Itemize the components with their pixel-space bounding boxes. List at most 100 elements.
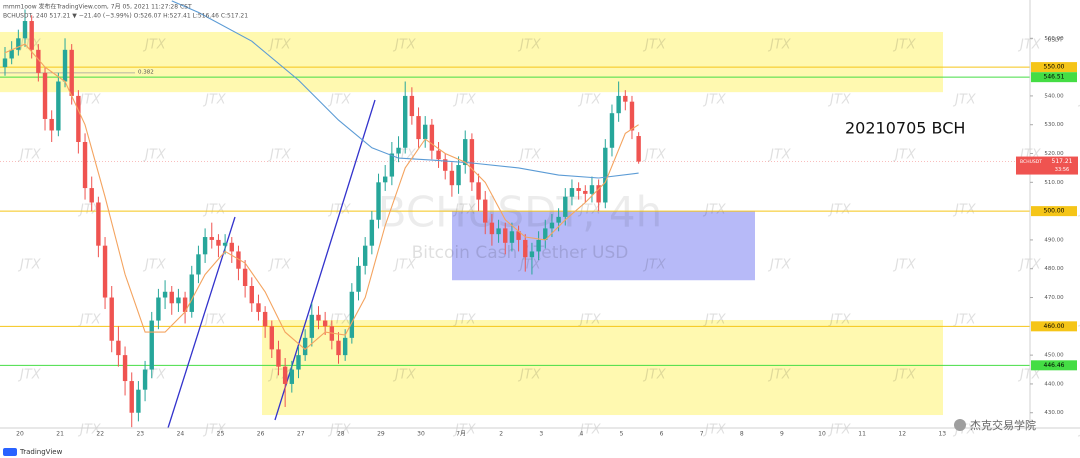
x-tick-label: 28 bbox=[337, 431, 345, 438]
level-tag bbox=[1031, 321, 1077, 332]
logo-watermark: JTX bbox=[517, 38, 542, 53]
logo-watermark: JTX bbox=[202, 313, 227, 328]
logo-watermark: JTX bbox=[1017, 368, 1042, 383]
logo-watermark: JTX bbox=[267, 38, 292, 53]
x-tick-label: 21 bbox=[56, 431, 64, 438]
logo-watermark: JTX bbox=[142, 258, 167, 273]
candle-body bbox=[362, 245, 368, 266]
candle-body bbox=[42, 72, 48, 119]
candle-body bbox=[576, 188, 581, 191]
candle-body bbox=[503, 228, 508, 243]
watermark-name: Bitcoin Cash / Tether USD bbox=[412, 243, 629, 263]
logo-watermark: JTX bbox=[77, 93, 102, 108]
logo-watermark: JTX bbox=[767, 258, 792, 273]
candle-body bbox=[349, 291, 355, 338]
logo-watermark: JTX bbox=[517, 148, 542, 163]
last-price-tag bbox=[1016, 156, 1078, 175]
logo-watermark: JTX bbox=[767, 38, 792, 53]
candle-body bbox=[549, 222, 555, 229]
candle-body bbox=[342, 337, 348, 356]
y-tick-label: 470.00 bbox=[1044, 295, 1064, 301]
candle-body bbox=[216, 239, 221, 246]
candle-body bbox=[376, 182, 381, 220]
candle-body bbox=[169, 291, 174, 304]
candle-body bbox=[396, 147, 401, 154]
zone bbox=[452, 211, 755, 281]
logo-watermark: JTX bbox=[392, 38, 417, 53]
candle-body bbox=[543, 228, 548, 240]
x-tick-label: 22 bbox=[96, 431, 104, 438]
logo-watermark: JTX bbox=[327, 203, 352, 218]
brand: TradingView bbox=[19, 448, 63, 456]
moving-average bbox=[4, 43, 639, 351]
x-tick-label: 2 bbox=[499, 431, 503, 438]
fib-label: 0.382 bbox=[138, 69, 154, 75]
logo-watermark: JTX bbox=[202, 203, 227, 218]
credit: 杰克交易学院 bbox=[970, 418, 1036, 432]
candle-body bbox=[496, 228, 501, 235]
candle-body bbox=[529, 251, 535, 258]
candle-body bbox=[269, 326, 274, 350]
logo-watermark: JTX bbox=[142, 148, 167, 163]
logo-watermark: JTX bbox=[452, 313, 477, 328]
candle-body bbox=[322, 320, 328, 327]
candle-body bbox=[249, 286, 254, 304]
candle-body bbox=[316, 314, 321, 321]
logo-watermark: JTX bbox=[267, 148, 292, 163]
candle-body bbox=[369, 219, 375, 246]
x-tick-label: 8 bbox=[740, 431, 744, 438]
candle-body bbox=[116, 340, 121, 356]
candle-body bbox=[563, 196, 568, 217]
candle-body bbox=[523, 239, 528, 258]
candle-body bbox=[122, 355, 128, 382]
candle-body bbox=[229, 242, 234, 252]
candle-body bbox=[456, 165, 461, 186]
logo-watermark: JTX bbox=[952, 313, 977, 328]
level-label: 546.51 bbox=[1044, 74, 1065, 81]
candle-body bbox=[443, 159, 448, 171]
logo-watermark: JTX bbox=[892, 368, 917, 383]
candle-body bbox=[129, 381, 134, 413]
x-tick-label: 5 bbox=[620, 431, 624, 438]
x-tick-label: 29 bbox=[377, 431, 385, 438]
x-tick-label: 3 bbox=[539, 431, 543, 438]
logo-watermark: JTX bbox=[392, 368, 417, 383]
candle-body bbox=[382, 176, 388, 183]
symbol-line: BCHUSDT, 240 517.21 ▼ −21.40 (−3.99%) O:… bbox=[3, 13, 248, 20]
watermark-symbol: BCHUSDT, 4h bbox=[378, 188, 662, 237]
x-tick-label: 7 bbox=[700, 431, 704, 438]
candle-body bbox=[162, 291, 168, 298]
logo-watermark: JTX bbox=[17, 38, 42, 53]
candle-body bbox=[469, 139, 475, 183]
candle-body bbox=[156, 297, 161, 321]
x-tick-label: 11 bbox=[858, 431, 866, 438]
logo-watermark: JTX bbox=[702, 313, 727, 328]
logo-watermark: JTX bbox=[642, 38, 667, 53]
logo-watermark: JTX bbox=[702, 93, 727, 108]
x-tick-label: 27 bbox=[297, 431, 305, 438]
logo-watermark: JTX bbox=[577, 423, 602, 438]
logo-watermark: JTX bbox=[767, 368, 792, 383]
y-tick-label: 520.00 bbox=[1044, 151, 1064, 157]
publisher-line: mmm1oow 发布在TradingView.com, 7月 05, 2021 … bbox=[3, 3, 192, 11]
logo-watermark: JTX bbox=[827, 203, 852, 218]
candle-body bbox=[109, 297, 114, 341]
logo-watermark: JTX bbox=[202, 423, 227, 438]
candle-body bbox=[536, 239, 541, 252]
candle-body bbox=[142, 369, 148, 390]
annotation: 20210705 BCH bbox=[845, 119, 965, 138]
x-tick-label: 10 bbox=[818, 431, 826, 438]
candle-body bbox=[102, 245, 108, 298]
level-label: 550.00 bbox=[1044, 64, 1065, 71]
candle-body bbox=[282, 366, 288, 384]
logo-watermark: JTX bbox=[17, 258, 42, 273]
logo-watermark: JTX bbox=[142, 368, 167, 383]
logo-watermark: JTX bbox=[767, 148, 792, 163]
logo-watermark: JTX bbox=[327, 313, 352, 328]
y-tick-label: 530.00 bbox=[1044, 122, 1064, 128]
candle-body bbox=[489, 222, 495, 235]
logo-watermark: JTX bbox=[267, 258, 292, 273]
candle-body bbox=[2, 58, 8, 68]
candle-body bbox=[196, 254, 201, 275]
